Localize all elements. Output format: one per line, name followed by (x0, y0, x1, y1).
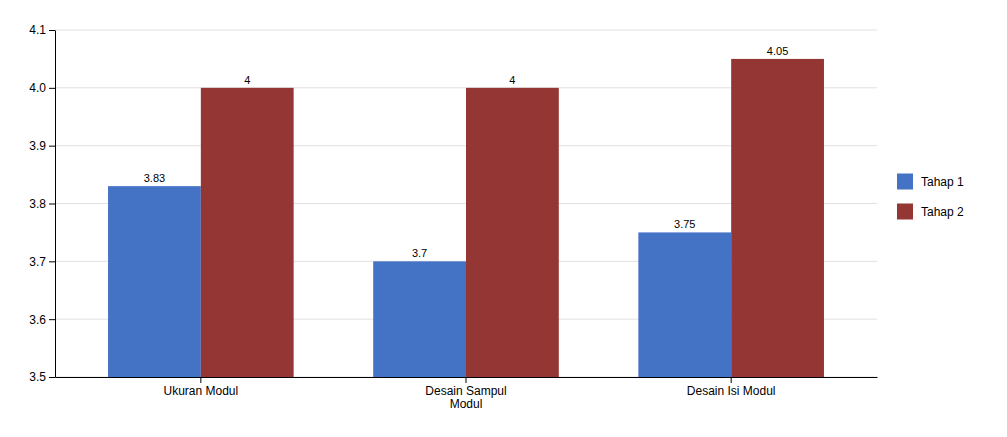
tick-label-line: Modul (450, 397, 483, 411)
tick-label-line: Ukuran Modul (163, 384, 238, 398)
legend-swatch (897, 204, 913, 220)
bar (201, 88, 294, 377)
data-label: 3.83 (144, 172, 165, 184)
data-label: 4.05 (767, 45, 788, 57)
legend-label: Tahap 2 (921, 205, 964, 219)
legend-item: Tahap 2 (897, 204, 964, 220)
data-label: 3.7 (412, 247, 427, 259)
tick-line (49, 204, 55, 205)
tick-line (49, 377, 55, 378)
tick: Ukuran Modul (163, 377, 238, 398)
tick-line (49, 30, 55, 31)
legend: Tahap 1 Tahap 2 (897, 174, 964, 220)
grid-line (55, 30, 877, 31)
axis-domain (55, 31, 56, 378)
tick: 4.0 (29, 81, 55, 95)
tick: 3.7 (29, 255, 55, 269)
tick-label: Desain SampulModul (425, 384, 506, 412)
tick-line (49, 319, 55, 320)
bar (638, 232, 731, 377)
bar (373, 261, 466, 377)
tick-label: 3.8 (29, 197, 46, 211)
tick-label: 3.9 (29, 139, 46, 153)
tick-line (49, 261, 55, 262)
legend-label: Tahap 1 (921, 175, 964, 189)
tick-label: 3.6 (29, 313, 46, 327)
bar (108, 186, 201, 377)
tick-line (49, 88, 55, 89)
chart-root: 3.5 3.6 3.7 3.8 3.9 4.0 4.1 Ukuran Modul Desain … (0, 0, 1007, 437)
tick-label: 4.1 (29, 23, 46, 37)
data-label: 4 (244, 74, 250, 86)
x-axis: Ukuran Modul Desain SampulModul Desain Isi… (56, 377, 878, 411)
tick-label-line: Desain Isi Modul (687, 384, 776, 398)
tick-label: 4.0 (29, 81, 46, 95)
tick-label: Desain Isi Modul (687, 384, 776, 398)
tick-line (49, 146, 55, 147)
bar (731, 59, 824, 377)
tick-label: 3.7 (29, 255, 46, 269)
tick: 4.1 (29, 23, 55, 37)
bar-series (201, 59, 824, 377)
tick: 3.6 (29, 313, 55, 327)
bars (108, 59, 824, 377)
data-label: 3.75 (674, 218, 695, 230)
legend-swatch (897, 174, 913, 190)
tick-label-line: Desain Sampul (425, 384, 506, 398)
tick: Desain Isi Modul (687, 377, 776, 398)
bar (466, 88, 559, 377)
data-labels: 3.83 3.7 3.75 4 4 4.05 (144, 45, 789, 259)
data-label: 4 (509, 74, 515, 86)
tick-line (731, 377, 732, 383)
tick: 3.8 (29, 197, 55, 211)
y-axis: 3.5 3.6 3.7 3.8 3.9 4.0 4.1 (29, 23, 55, 384)
tick: Desain SampulModul (425, 377, 506, 411)
plot: 3.5 3.6 3.7 3.8 3.9 4.0 4.1 Ukuran Modul Desain … (29, 23, 877, 437)
tick: 3.5 (29, 370, 55, 384)
tick-label: Ukuran Modul (163, 384, 238, 398)
tick: 3.9 (29, 139, 55, 153)
legend-item: Tahap 1 (897, 174, 964, 190)
tick-line (466, 377, 467, 383)
tick-label: 3.5 (29, 370, 46, 384)
tick-line (200, 377, 201, 383)
